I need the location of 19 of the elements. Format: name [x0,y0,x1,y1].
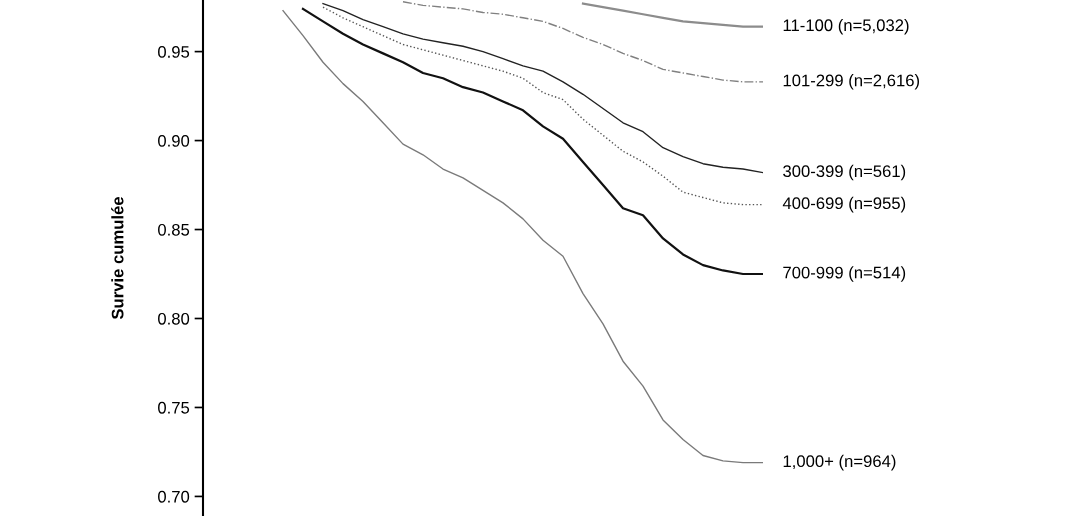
line-series [322,6,763,206]
series-label: 700-999 (n=514) [783,266,906,282]
series-label: 400-699 (n=955) [782,196,906,213]
series-label: 101-299 (n=2,616) [783,74,920,90]
line-series [282,9,763,464]
series-label: 300-399 (n=561) [783,164,906,181]
y-axis-title: Survie cumulée [111,196,124,320]
y-tick-label: 0.80 [158,312,190,325]
y-tick-label: 0.75 [158,401,190,414]
y-tick-label: 0.90 [158,134,190,147]
y-tick-label: 0.85 [158,223,190,236]
series-label: 11-100 (n=5,032) [783,18,909,35]
y-tick-label: 0.70 [158,490,190,503]
series-label: 1,000+ (n=964) [783,454,896,471]
line-series [322,2,763,174]
line-series [402,1,763,83]
line-series [581,2,763,28]
line-series [301,7,763,276]
y-tick-label: 0.95 [158,46,190,58]
